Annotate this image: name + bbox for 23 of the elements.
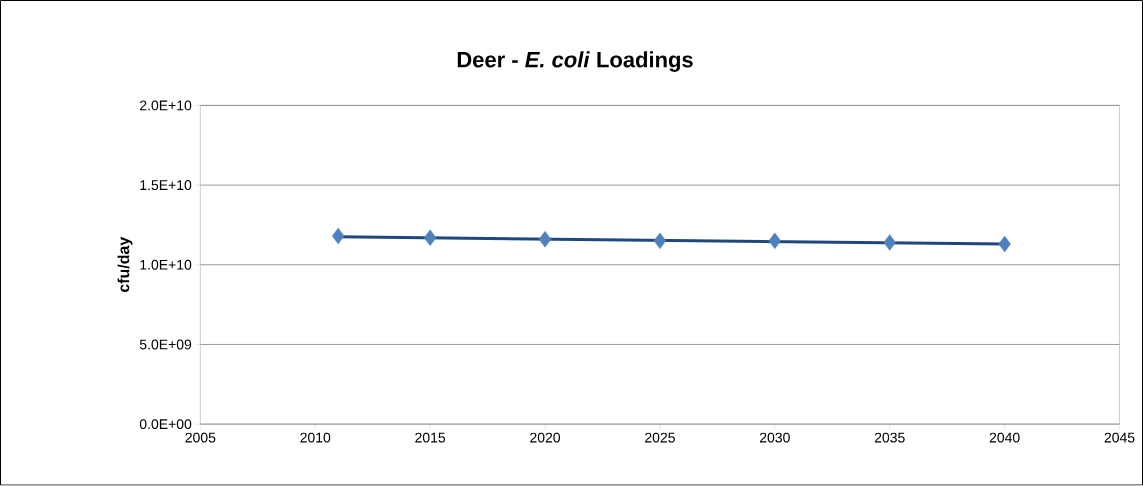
x-tick-label: 2005 [185,432,216,443]
y-tick-label: 1.0E+10 [140,260,192,270]
point [538,231,552,248]
y-tick-label: 0.0E+00 [139,419,192,430]
x-tick-label: 2015 [415,432,446,443]
point [768,232,782,250]
y-tick-label: 1.5E+10 [140,180,192,191]
x-tick-label: 2045 [1104,432,1135,443]
chart-title: Deer - E. coli Loadings [457,51,693,73]
point [423,229,437,247]
y-tick-label: 5.0E+09 [139,339,192,350]
point [883,234,896,251]
x-tick-label: 2035 [874,432,905,443]
x-tick-label: 2030 [759,432,790,443]
x-tick-label: 2025 [645,432,675,443]
point [998,236,1011,253]
x-tick-label: 2010 [300,432,331,443]
y-axis-title: cfu/day [117,237,133,293]
y-tick-label: 2.0E+10 [140,100,192,111]
point [653,232,667,250]
x-tick-label: 2020 [530,432,561,443]
x-tick-label: 2040 [989,432,1020,443]
point [332,228,345,245]
